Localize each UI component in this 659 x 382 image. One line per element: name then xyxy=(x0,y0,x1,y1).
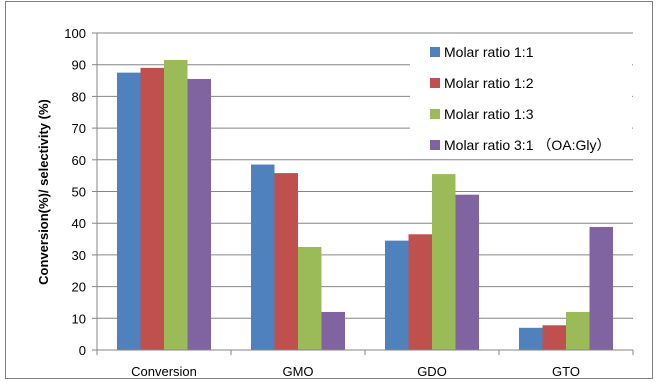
y-tick-label: 100 xyxy=(64,26,86,41)
y-tick-label: 80 xyxy=(72,89,86,104)
bar-gto-series-4 xyxy=(589,227,613,350)
axes xyxy=(92,32,634,355)
x-tick-label: Conversion xyxy=(131,364,197,379)
bar-gto-series-1 xyxy=(519,327,543,350)
legend-label-1: Molar ratio 1:1 xyxy=(444,44,534,60)
y-tick-label: 40 xyxy=(72,216,86,231)
bar-gdo-series-3 xyxy=(432,174,456,350)
legend-label-2: Molar ratio 1:2 xyxy=(444,75,534,91)
y-axis-label: Conversion(%)/ selectivity (%) xyxy=(36,99,51,285)
legend-label-3: Molar ratio 1:3 xyxy=(444,106,534,122)
bars xyxy=(117,59,613,351)
bar-gto-series-2 xyxy=(542,325,566,350)
bar-conversion-series-2 xyxy=(140,67,164,351)
legend-swatch-4 xyxy=(430,140,440,150)
bar-gto-series-3 xyxy=(566,311,590,350)
bar-conversion-series-4 xyxy=(187,78,211,350)
y-tick-label: 30 xyxy=(72,248,86,263)
x-tick-label: GMO xyxy=(282,364,313,379)
y-tick-labels: 0 10 20 30 40 50 60 70 80 90 100 xyxy=(64,26,86,358)
y-tick-label: 50 xyxy=(72,185,86,200)
y-tick-label: 60 xyxy=(72,153,86,168)
legend-swatch-1 xyxy=(430,47,440,57)
x-tick-labels: Conversion GMO GDO GTO xyxy=(131,364,580,379)
y-tick-label: 90 xyxy=(72,58,86,73)
legend-swatch-2 xyxy=(430,78,440,88)
bar-gmo-series-4 xyxy=(321,311,345,350)
y-tick-label: 20 xyxy=(72,280,86,295)
y-tick-label: 0 xyxy=(79,343,86,358)
bar-conversion-series-3 xyxy=(164,59,188,350)
legend-label-4: Molar ratio 3:1 （OA:Gly） xyxy=(444,137,611,153)
x-tick-label: GDO xyxy=(417,364,447,379)
bar-gmo-series-3 xyxy=(298,246,322,350)
bar-gdo-series-1 xyxy=(385,240,409,350)
legend-background xyxy=(410,34,632,156)
bar-gdo-series-2 xyxy=(408,234,432,350)
y-tick-label: 10 xyxy=(72,311,86,326)
bar-conversion-series-1 xyxy=(117,72,141,350)
legend: Molar ratio 1:1 Molar ratio 1:2 Molar rati… xyxy=(410,34,632,156)
legend-swatch-3 xyxy=(430,109,440,119)
y-tick-label: 70 xyxy=(72,121,86,136)
bar-gmo-series-1 xyxy=(251,164,275,350)
bar-gdo-series-4 xyxy=(455,194,479,350)
x-tick-label: GTO xyxy=(552,364,580,379)
bar-gmo-series-2 xyxy=(274,173,298,350)
